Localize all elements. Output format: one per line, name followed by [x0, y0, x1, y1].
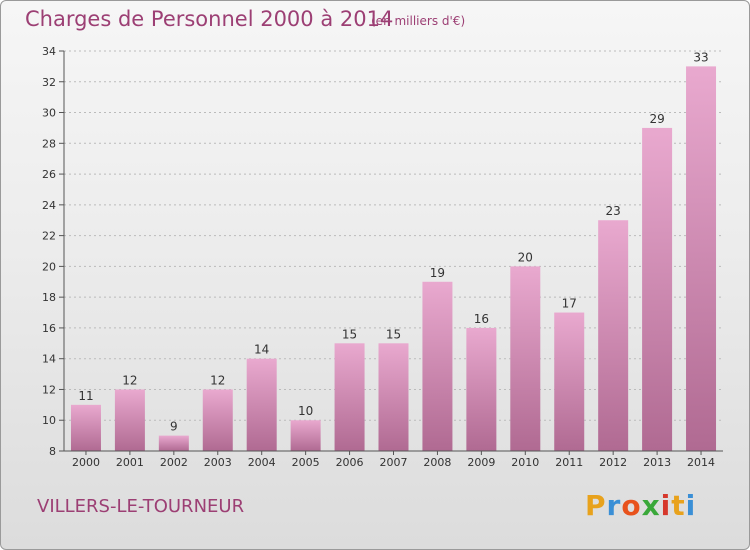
- y-tick-label: 14: [42, 353, 56, 366]
- bar-2011: [554, 312, 585, 451]
- bar-value-label: 9: [170, 420, 178, 434]
- bar-2003: [202, 389, 233, 451]
- y-tick-label: 8: [49, 445, 56, 458]
- x-tick-label: 2013: [643, 456, 671, 469]
- bar-2010: [510, 266, 541, 451]
- bar-2008: [422, 281, 453, 451]
- bar-2007: [378, 343, 409, 451]
- bar-2004: [246, 358, 277, 451]
- proxiti-logo[interactable]: Proxiti: [585, 489, 696, 522]
- axes: [59, 50, 723, 455]
- bar-2013: [642, 127, 673, 451]
- y-tick-label: 20: [42, 260, 56, 273]
- y-tick-label: 10: [42, 414, 56, 427]
- bar-2002: [158, 435, 189, 451]
- y-tick-label: 22: [42, 230, 56, 243]
- y-tick-label: 34: [42, 45, 56, 58]
- x-tick-label: 2003: [204, 456, 232, 469]
- bar-value-label: 15: [386, 327, 401, 341]
- x-tick-label: 2002: [160, 456, 188, 469]
- logo-letter: x: [641, 489, 661, 522]
- bar-value-label: 11: [78, 389, 93, 403]
- logo-letter: i: [685, 489, 697, 522]
- bar-2012: [598, 220, 629, 451]
- bar-2014: [686, 66, 717, 451]
- x-tick-label: 2010: [511, 456, 539, 469]
- y-tick-label: 32: [42, 76, 56, 89]
- bar-2009: [466, 327, 497, 451]
- y-tick-label: 16: [42, 322, 56, 335]
- x-tick-label: 2011: [555, 456, 583, 469]
- bars: [70, 66, 717, 451]
- x-tick-label: 2014: [687, 456, 715, 469]
- bar-value-label: 19: [430, 266, 445, 280]
- bar-value-label: 12: [122, 373, 137, 387]
- chart-subtitle: (en milliers d'€): [371, 14, 466, 28]
- location-label: VILLERS-LE-TOURNEUR: [37, 496, 245, 517]
- y-tick-label: 26: [42, 168, 56, 181]
- y-tick-label: 18: [42, 291, 56, 304]
- bar-value-label: 17: [562, 297, 577, 311]
- chart-title: Charges de Personnel 2000 à 2014: [25, 7, 394, 31]
- bar-2000: [70, 404, 101, 451]
- logo-letter: i: [660, 489, 672, 522]
- bar-value-label: 16: [474, 312, 489, 326]
- bar-value-label: 29: [649, 112, 664, 126]
- x-tick-label: 2000: [72, 456, 100, 469]
- x-tick-label: 2006: [336, 456, 364, 469]
- logo-letter: r: [606, 489, 622, 522]
- x-tick-label: 2009: [467, 456, 495, 469]
- bar-2001: [114, 389, 145, 451]
- bar-2006: [334, 343, 365, 451]
- bar-value-label: 15: [342, 327, 357, 341]
- labels: 8 10 12 14 16 18 20 22 24 26 28 30 32 34 11 2000 12 2001 9…: [42, 45, 715, 469]
- bar-2005: [290, 420, 321, 451]
- bar-value-label: 20: [518, 250, 533, 264]
- logo-letter: o: [621, 489, 642, 522]
- x-tick-label: 2001: [116, 456, 144, 469]
- x-tick-label: 2007: [380, 456, 408, 469]
- y-tick-label: 12: [42, 383, 56, 396]
- bar-value-label: 12: [210, 373, 225, 387]
- logo-letter: P: [585, 489, 607, 522]
- x-tick-label: 2012: [599, 456, 627, 469]
- x-tick-label: 2008: [423, 456, 451, 469]
- y-tick-label: 24: [42, 199, 56, 212]
- logo-letter: t: [671, 489, 686, 522]
- y-tick-label: 30: [42, 107, 56, 120]
- y-tick-label: 28: [42, 137, 56, 150]
- x-tick-label: 2004: [248, 456, 276, 469]
- x-tick-label: 2005: [292, 456, 320, 469]
- bar-value-label: 10: [298, 404, 313, 418]
- bar-value-label: 23: [606, 204, 621, 218]
- bar-value-label: 14: [254, 343, 269, 357]
- bar-value-label: 33: [693, 50, 708, 64]
